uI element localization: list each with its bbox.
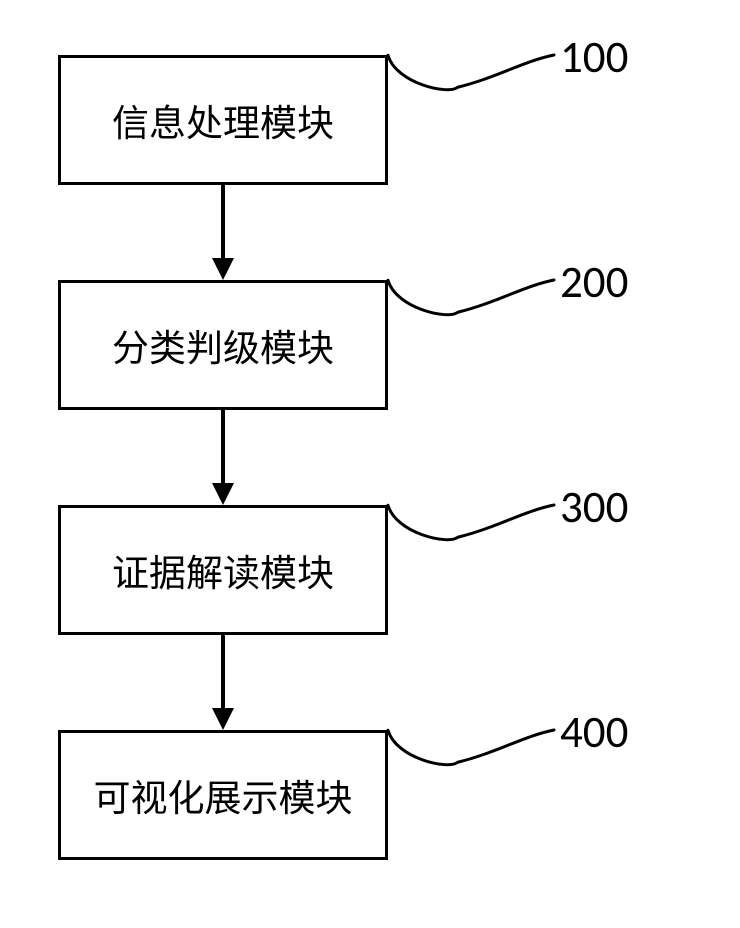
callout-line-100 xyxy=(378,15,564,95)
node-label: 可视化展示模块 xyxy=(94,768,353,822)
flowchart-node-n2: 分类判级模块 xyxy=(58,280,388,410)
arrow-shaft xyxy=(221,410,225,483)
flowchart-container: 信息处理模块 100 分类判级模块 200 证据解读模块 300 可视化展示模块 400 xyxy=(0,0,740,928)
flowchart-node-n3: 证据解读模块 xyxy=(58,505,388,635)
reference-number-400: 400 xyxy=(560,705,628,760)
arrow-shaft xyxy=(221,185,225,258)
reference-number-300: 300 xyxy=(560,480,628,535)
node-label: 分类判级模块 xyxy=(112,318,334,372)
reference-number-200: 200 xyxy=(560,255,628,310)
flowchart-node-n4: 可视化展示模块 xyxy=(58,730,388,860)
arrow-head-icon xyxy=(212,258,234,280)
callout-line-400 xyxy=(378,690,564,770)
node-label: 证据解读模块 xyxy=(112,543,334,597)
callout-line-200 xyxy=(378,240,564,320)
arrow-head-icon xyxy=(212,483,234,505)
node-label: 信息处理模块 xyxy=(112,93,334,147)
flowchart-node-n1: 信息处理模块 xyxy=(58,55,388,185)
reference-number-100: 100 xyxy=(560,30,628,85)
arrow-shaft xyxy=(221,635,225,708)
callout-line-300 xyxy=(378,465,564,545)
arrow-head-icon xyxy=(212,708,234,730)
